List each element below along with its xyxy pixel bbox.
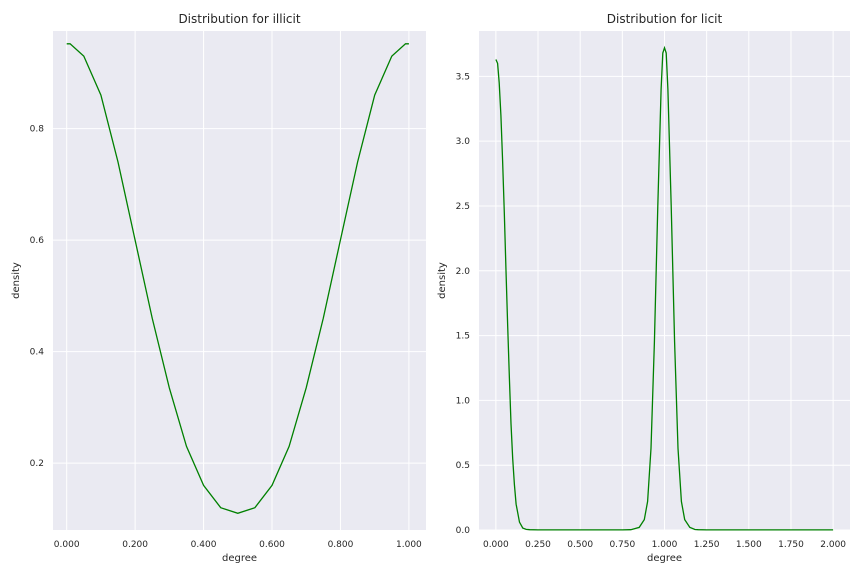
x-axis-label: degree bbox=[647, 553, 682, 564]
y-tick-label: 2.5 bbox=[456, 202, 470, 212]
y-tick-label: 3.5 bbox=[456, 72, 470, 82]
y-axis-label: density bbox=[11, 262, 22, 299]
y-tick-label: 0.8 bbox=[30, 125, 45, 135]
x-tick-label: 1.750 bbox=[778, 540, 804, 550]
x-tick-label: 1.500 bbox=[736, 540, 762, 550]
y-tick-label: 0.2 bbox=[30, 459, 44, 469]
y-tick-label: 2.0 bbox=[456, 267, 471, 277]
x-tick-label: 1.000 bbox=[396, 540, 422, 550]
chart-panel-illicit: 0.000 0.200 0.400 0.600 0.800 1.000 0.2 0.4 0.6 0… bbox=[11, 12, 426, 564]
x-axis-label: degree bbox=[222, 553, 257, 564]
y-tick-label: 1.5 bbox=[456, 332, 470, 342]
y-tick-label: 0.4 bbox=[30, 348, 45, 358]
x-tick-label: 0.800 bbox=[328, 540, 354, 550]
x-tick-label: 0.200 bbox=[122, 540, 148, 550]
y-axis-label: density bbox=[437, 262, 448, 299]
x-tick-label: 0.250 bbox=[525, 540, 551, 550]
x-tick-label: 0.500 bbox=[567, 540, 593, 550]
y-tick-label: 1.0 bbox=[456, 396, 471, 406]
x-tick-label: 1.000 bbox=[652, 540, 678, 550]
y-tick-label: 0.0 bbox=[456, 526, 471, 536]
x-tick-label: 0.750 bbox=[609, 540, 635, 550]
chart-panel-licit: 0.000 0.250 0.500 0.750 1.000 1.250 1.500 1.750… bbox=[437, 12, 850, 564]
x-tick-label: 0.400 bbox=[191, 540, 217, 550]
density-line bbox=[495, 45, 834, 531]
chart-title: Distribution for illicit bbox=[178, 12, 300, 26]
density-line bbox=[66, 43, 409, 514]
x-tick-label: 0.000 bbox=[54, 540, 80, 550]
x-tick-label: 2.000 bbox=[820, 540, 846, 550]
plot-area bbox=[53, 31, 426, 530]
y-tick-label: 0.6 bbox=[30, 236, 45, 246]
x-tick-label: 1.250 bbox=[694, 540, 720, 550]
y-tick-label: 0.5 bbox=[456, 461, 470, 471]
x-tick-label: 0.000 bbox=[483, 540, 509, 550]
chart-title: Distribution for licit bbox=[607, 12, 723, 26]
y-tick-label: 3.0 bbox=[456, 137, 471, 147]
x-tick-label: 0.600 bbox=[259, 540, 285, 550]
